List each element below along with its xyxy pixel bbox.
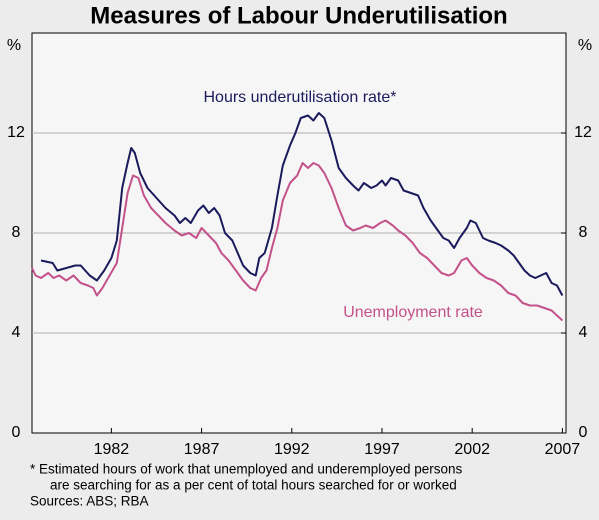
series-label: Unemployment rate — [343, 304, 483, 321]
x-tick-label: 2007 — [545, 441, 581, 458]
x-tick-label: 1992 — [274, 441, 310, 458]
chart-title: Measures of Labour Underutilisation — [90, 2, 507, 29]
y2-axis-label: % — [578, 37, 592, 54]
y2-tick-label: 0 — [579, 424, 588, 441]
x-tick-label: 2002 — [454, 441, 490, 458]
footnote: * Estimated hours of work that unemploye… — [30, 462, 463, 477]
series-label: Hours underutilisation rate* — [204, 89, 397, 106]
y2-tick-label: 4 — [579, 324, 588, 341]
y-tick-label: 4 — [12, 324, 21, 341]
source: Sources: ABS; RBA — [30, 494, 149, 509]
y-axis-label: % — [7, 37, 21, 54]
x-tick-label: 1987 — [184, 441, 220, 458]
x-tick-label: 1997 — [364, 441, 400, 458]
y-tick-label: 0 — [12, 424, 21, 441]
y-tick-label: 12 — [7, 124, 25, 141]
footnote: are searching for as a per cent of total… — [50, 478, 457, 493]
x-tick-label: 1982 — [94, 441, 130, 458]
series-line — [31, 162, 564, 322]
y-tick-label: 8 — [12, 224, 21, 241]
y2-tick-label: 8 — [579, 224, 588, 241]
series-line — [40, 112, 564, 296]
y2-tick-label: 12 — [574, 124, 592, 141]
